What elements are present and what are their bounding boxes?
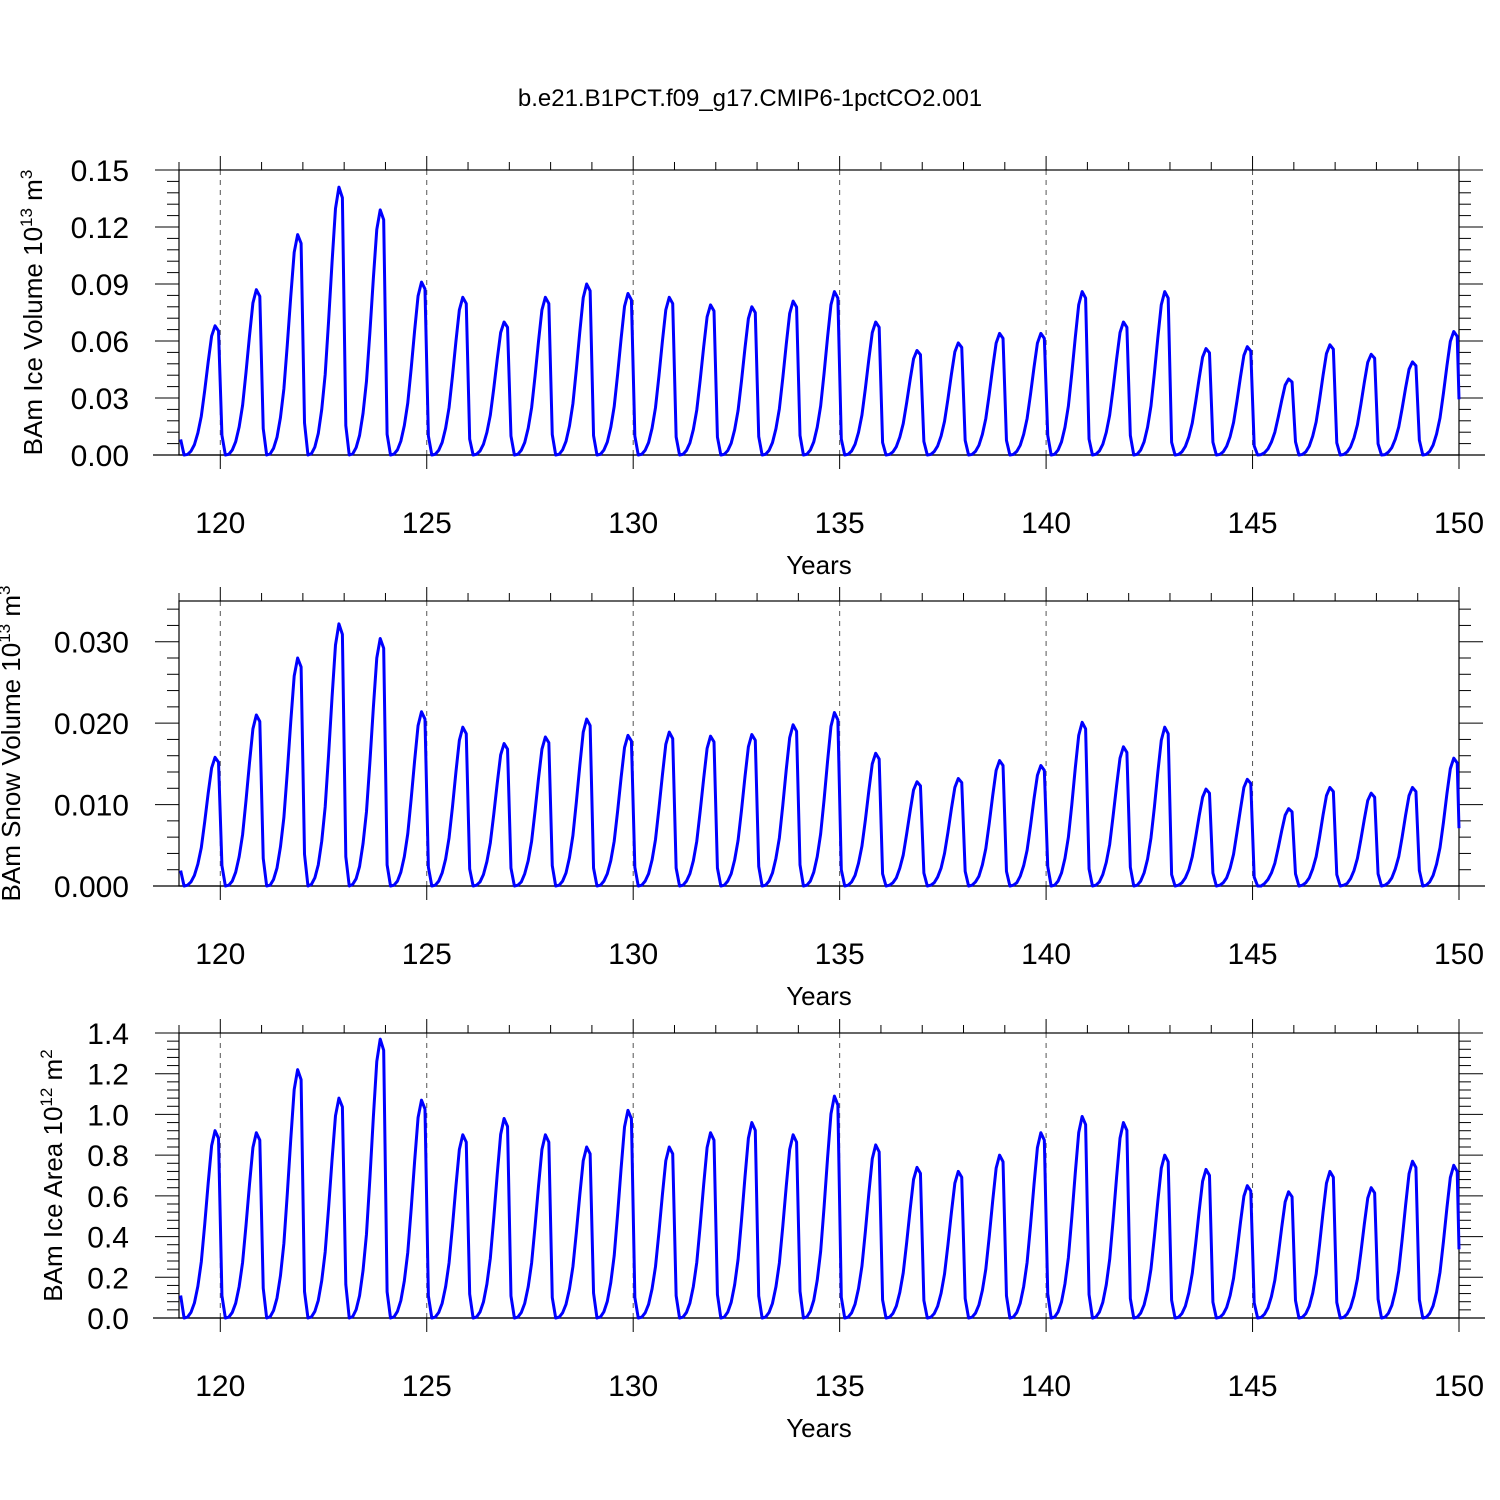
- chart-title: b.e21.B1PCT.f09_g17.CMIP6-1pctCO2.001: [518, 85, 982, 112]
- x-tick-label-125: 125: [402, 507, 452, 540]
- y-tick-label-1.2: 1.2: [87, 1059, 129, 1092]
- x-tick-label-125: 125: [402, 1370, 452, 1403]
- x-tick-label-150: 150: [1434, 938, 1484, 971]
- y-tick-label-0.030: 0.030: [54, 627, 129, 660]
- x-tick-label-130: 130: [608, 1370, 658, 1403]
- x-tick-label-130: 130: [608, 938, 658, 971]
- x-tick-label-140: 140: [1021, 507, 1071, 540]
- x-tick-label-130: 130: [608, 507, 658, 540]
- panels: 120 125 130 135 140 145 150 Years 0.00 0.03 0.06 0.…: [0, 155, 1485, 1443]
- y-tick-label-0.010: 0.010: [54, 790, 129, 823]
- y-tick-label-0.03: 0.03: [71, 383, 129, 416]
- y-tick-label-0.4: 0.4: [87, 1222, 129, 1255]
- x-tick-label-135: 135: [815, 1370, 865, 1403]
- y-tick-label-0.00: 0.00: [71, 440, 129, 473]
- y-tick-label-0.020: 0.020: [54, 708, 129, 741]
- x-axis-label: Years: [786, 550, 852, 580]
- x-tick-label-145: 145: [1228, 507, 1278, 540]
- y-tick-label-0.0: 0.0: [87, 1303, 129, 1336]
- y-tick-label-0.12: 0.12: [71, 212, 129, 245]
- x-tick-label-125: 125: [402, 938, 452, 971]
- series-line: [179, 1037, 1461, 1320]
- panel-2: 120 125 130 135 140 145 150 Years 0.000 0.010 0.02…: [0, 586, 1485, 1011]
- y-tick-label-0.8: 0.8: [87, 1140, 129, 1173]
- x-tick-label-135: 135: [815, 938, 865, 971]
- series-line: [179, 185, 1461, 457]
- x-tick-label-120: 120: [195, 1370, 245, 1403]
- panel-3: 120 125 130 135 140 145 150 Years 0.0 0.2 0.4 0.6 0.…: [37, 1018, 1485, 1443]
- x-axis-label: Years: [786, 1413, 852, 1443]
- y-tick-label-0.2: 0.2: [87, 1262, 129, 1295]
- y-tick-label-0.15: 0.15: [71, 155, 129, 188]
- x-tick-label-150: 150: [1434, 507, 1484, 540]
- x-axis-label: Years: [786, 981, 852, 1011]
- y-axis-label: BAm Ice Volume 1013 m3: [17, 170, 48, 456]
- x-tick-label-140: 140: [1021, 938, 1071, 971]
- x-tick-label-145: 145: [1228, 938, 1278, 971]
- y-tick-label-0.6: 0.6: [87, 1181, 129, 1214]
- y-tick-label-0.06: 0.06: [71, 326, 129, 359]
- y-tick-label-1.4: 1.4: [87, 1018, 129, 1051]
- x-tick-label-150: 150: [1434, 1370, 1484, 1403]
- y-axis-label: BAm Snow Volume 1013 m3: [0, 586, 26, 902]
- series-line: [179, 622, 1461, 888]
- y-axis-label: BAm Ice Area 1012 m2: [37, 1049, 68, 1301]
- x-tick-label-120: 120: [195, 507, 245, 540]
- x-tick-label-120: 120: [195, 938, 245, 971]
- panel-1: 120 125 130 135 140 145 150 Years 0.00 0.03 0.06 0.…: [17, 155, 1485, 580]
- y-tick-label-0.000: 0.000: [54, 871, 129, 904]
- x-tick-label-145: 145: [1228, 1370, 1278, 1403]
- x-tick-label-135: 135: [815, 507, 865, 540]
- y-tick-label-0.09: 0.09: [71, 269, 129, 302]
- x-tick-label-140: 140: [1021, 1370, 1071, 1403]
- y-tick-label-1.0: 1.0: [87, 1099, 129, 1132]
